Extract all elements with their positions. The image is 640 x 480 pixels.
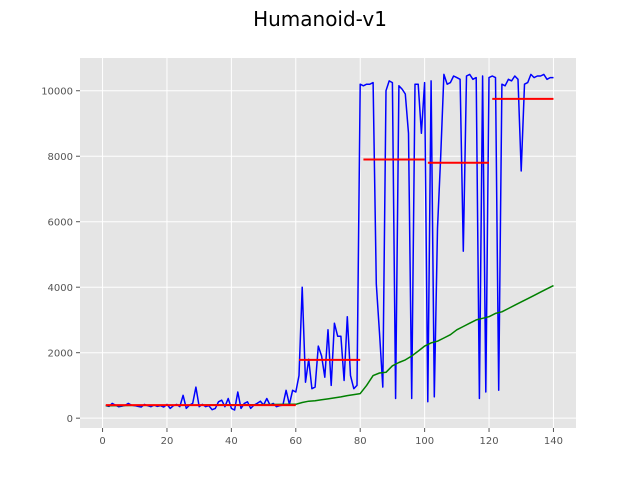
x-tick-label: 80 [354, 436, 367, 447]
x-tick-label: 100 [415, 436, 434, 447]
x-tick-label: 140 [544, 436, 563, 447]
y-axis-ticks: 0 2000 4000 6000 8000 10000 [41, 87, 80, 425]
y-tick-label: 6000 [48, 218, 73, 229]
x-tick-label: 20 [161, 436, 174, 447]
plot-area [80, 58, 576, 428]
x-tick-label: 60 [289, 436, 302, 447]
x-axis-ticks: 0 20 40 60 80 100 120 140 [99, 428, 563, 447]
grid [80, 58, 576, 428]
y-tick-label: 2000 [48, 349, 73, 360]
y-tick-label: 4000 [48, 283, 73, 294]
average-segments [105, 97, 554, 407]
x-tick-label: 0 [99, 436, 105, 447]
chart-title: Humanoid-v1 [253, 7, 387, 31]
y-tick-label: 8000 [48, 152, 73, 163]
x-tick-label: 40 [225, 436, 238, 447]
y-tick-label: 0 [67, 414, 73, 425]
y-tick-label: 10000 [41, 87, 73, 98]
x-tick-label: 120 [479, 436, 498, 447]
